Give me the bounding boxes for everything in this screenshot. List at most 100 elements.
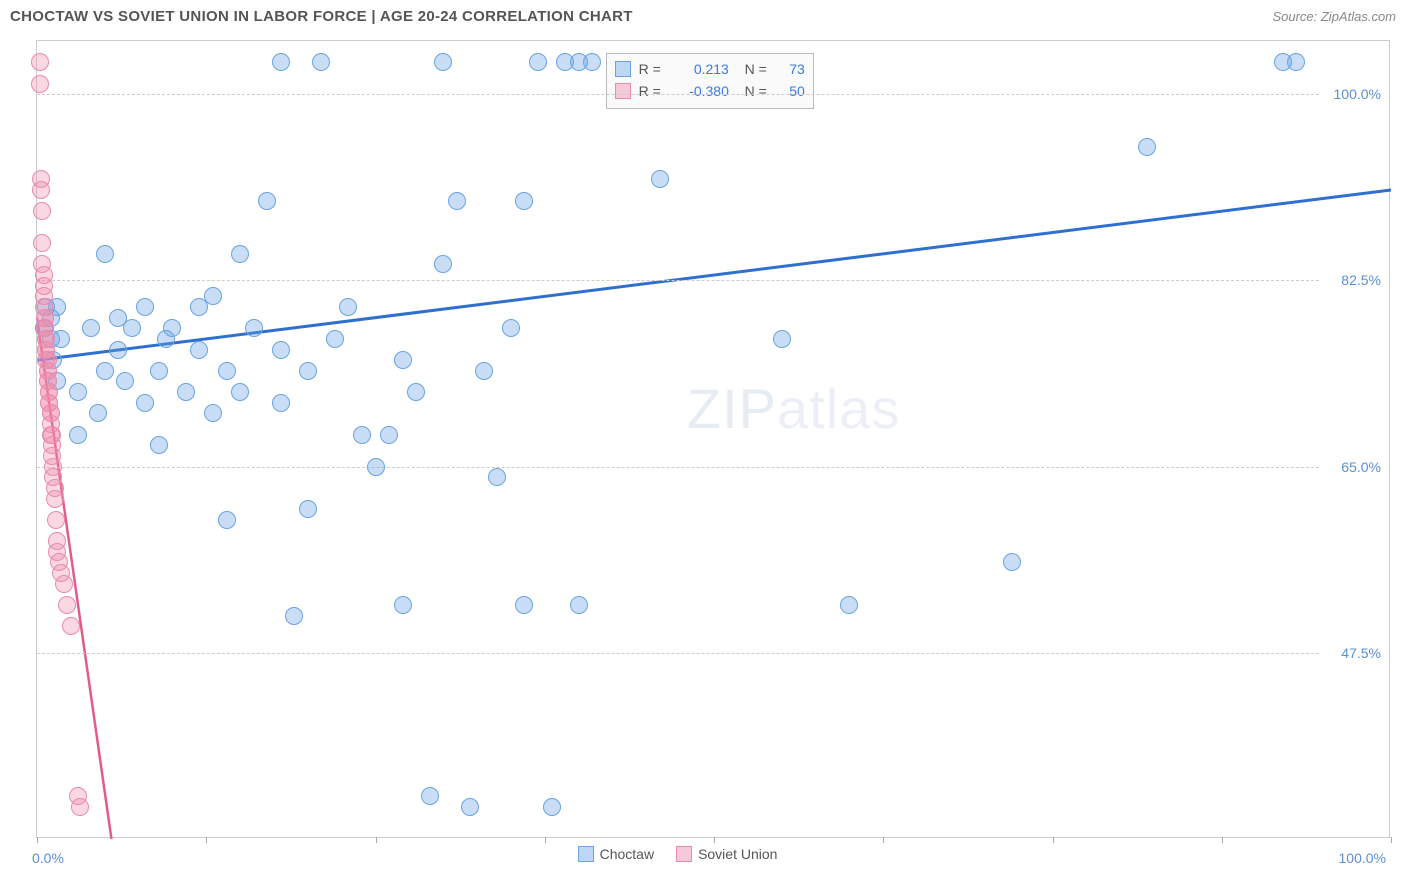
data-point — [285, 607, 303, 625]
data-point — [407, 383, 425, 401]
chart-container: CHOCTAW VS SOVIET UNION IN LABOR FORCE |… — [0, 0, 1406, 892]
r-value: -0.380 — [669, 83, 729, 99]
legend-swatch — [578, 846, 594, 862]
y-tick-label: 100.0% — [1334, 86, 1381, 102]
x-tick — [883, 837, 884, 843]
stats-legend-row: R = 0.213 N = 73 — [615, 58, 805, 80]
n-value: 73 — [775, 61, 805, 77]
data-point — [272, 394, 290, 412]
data-point — [163, 319, 181, 337]
y-tick-label: 47.5% — [1341, 645, 1381, 661]
legend-swatch — [615, 61, 631, 77]
x-tick — [206, 837, 207, 843]
data-point — [33, 202, 51, 220]
legend-label: Choctaw — [600, 846, 654, 862]
x-tick — [376, 837, 377, 843]
data-point — [272, 341, 290, 359]
regression-svg — [37, 41, 1391, 839]
data-point — [218, 362, 236, 380]
data-point — [150, 362, 168, 380]
data-point — [204, 404, 222, 422]
data-point — [109, 341, 127, 359]
data-point — [299, 362, 317, 380]
data-point — [136, 394, 154, 412]
data-point — [116, 372, 134, 390]
data-point — [69, 426, 87, 444]
data-point — [434, 53, 452, 71]
stats-legend: R =0.213 N =73R =-0.380 N =50 — [606, 53, 814, 109]
watermark-text: ZIPatlas — [687, 376, 900, 441]
data-point — [299, 500, 317, 518]
data-point — [1003, 553, 1021, 571]
regression-line — [37, 190, 1391, 360]
data-point — [136, 298, 154, 316]
data-point — [515, 596, 533, 614]
legend-swatch — [676, 846, 692, 862]
x-tick — [545, 837, 546, 843]
data-point — [394, 596, 412, 614]
stats-legend-row: R =-0.380 N =50 — [615, 80, 805, 102]
x-tick — [1222, 837, 1223, 843]
data-point — [258, 192, 276, 210]
data-point — [367, 458, 385, 476]
data-point — [394, 351, 412, 369]
data-point — [515, 192, 533, 210]
data-point — [380, 426, 398, 444]
data-point — [339, 298, 357, 316]
gridline-h — [37, 94, 1319, 95]
data-point — [231, 383, 249, 401]
watermark-thin: atlas — [777, 377, 900, 440]
data-point — [312, 53, 330, 71]
y-tick-label: 82.5% — [1341, 272, 1381, 288]
data-point — [353, 426, 371, 444]
data-point — [96, 362, 114, 380]
r-label: R = — [639, 83, 661, 99]
data-point — [245, 319, 263, 337]
plot-area: ZIPatlas R =0.213 N =73R =-0.380 N =50 4… — [36, 40, 1390, 838]
data-point — [89, 404, 107, 422]
gridline-h — [37, 280, 1319, 281]
n-value: 50 — [775, 83, 805, 99]
data-point — [55, 575, 73, 593]
title-bar: CHOCTAW VS SOVIET UNION IN LABOR FORCE |… — [10, 8, 1396, 25]
watermark-bold: ZIP — [687, 377, 777, 440]
data-point — [231, 245, 249, 263]
data-point — [651, 170, 669, 188]
data-point — [326, 330, 344, 348]
gridline-h — [37, 653, 1319, 654]
legend-swatch — [615, 83, 631, 99]
source-attribution: Source: ZipAtlas.com — [1272, 9, 1396, 24]
data-point — [773, 330, 791, 348]
r-value: 0.213 — [669, 61, 729, 77]
data-point — [461, 798, 479, 816]
data-point — [96, 245, 114, 263]
x-tick — [1391, 837, 1392, 843]
x-tick-label-max: 100.0% — [1339, 850, 1386, 866]
data-point — [583, 53, 601, 71]
data-point — [177, 383, 195, 401]
data-point — [1138, 138, 1156, 156]
data-point — [58, 596, 76, 614]
data-point — [272, 53, 290, 71]
x-tick — [714, 837, 715, 843]
data-point — [488, 468, 506, 486]
data-point — [840, 596, 858, 614]
gridline-h — [37, 467, 1319, 468]
data-point — [1287, 53, 1305, 71]
data-point — [46, 490, 64, 508]
legend-item: Soviet Union — [676, 846, 777, 862]
r-label: R = — [639, 61, 661, 77]
data-point — [150, 436, 168, 454]
data-point — [123, 319, 141, 337]
data-point — [448, 192, 466, 210]
data-point — [570, 596, 588, 614]
data-point — [421, 787, 439, 805]
data-point — [71, 798, 89, 816]
legend-label: Soviet Union — [698, 846, 777, 862]
n-label: N = — [737, 61, 767, 77]
data-point — [502, 319, 520, 337]
data-point — [69, 383, 87, 401]
data-point — [204, 287, 222, 305]
data-point — [31, 53, 49, 71]
data-point — [190, 341, 208, 359]
